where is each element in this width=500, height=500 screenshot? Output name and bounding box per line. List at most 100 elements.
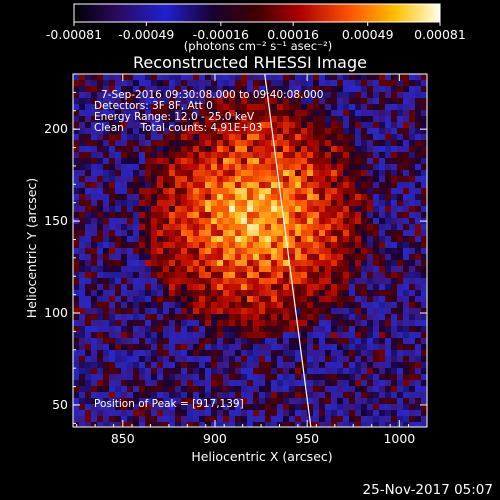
- heatmap-cell: [331, 212, 337, 218]
- heatmap-cell: [385, 326, 391, 332]
- heatmap-cell: [337, 152, 343, 158]
- heatmap-cell: [109, 200, 115, 206]
- heatmap-cell: [103, 230, 109, 236]
- heatmap-cell: [139, 254, 145, 260]
- heatmap-cell: [109, 368, 115, 374]
- heatmap-cell: [265, 308, 271, 314]
- heatmap-cell: [157, 86, 163, 92]
- heatmap-cell: [385, 416, 391, 422]
- heatmap-cell: [301, 410, 307, 416]
- heatmap-cell: [343, 98, 349, 104]
- heatmap-cell: [343, 374, 349, 380]
- heatmap-cell: [379, 158, 385, 164]
- heatmap-cell: [109, 398, 115, 404]
- heatmap-cell: [187, 158, 193, 164]
- heatmap-cell: [103, 350, 109, 356]
- heatmap-cell: [115, 314, 121, 320]
- heatmap-cell: [103, 404, 109, 410]
- heatmap-cell: [409, 404, 415, 410]
- heatmap-cell: [151, 188, 157, 194]
- heatmap-cell: [193, 308, 199, 314]
- heatmap-cell: [313, 152, 319, 158]
- heatmap-cell: [157, 290, 163, 296]
- heatmap-cell: [85, 242, 91, 248]
- heatmap-cell: [211, 368, 217, 374]
- heatmap-cell: [403, 248, 409, 254]
- heatmap-cell: [271, 122, 277, 128]
- heatmap-cell: [175, 242, 181, 248]
- heatmap-cell: [295, 410, 301, 416]
- heatmap-cell: [133, 122, 139, 128]
- heatmap-cell: [391, 230, 397, 236]
- heatmap-cell: [85, 260, 91, 266]
- heatmap-cell: [133, 98, 139, 104]
- heatmap-cell: [97, 164, 103, 170]
- heatmap-cell: [385, 362, 391, 368]
- heatmap-cell: [343, 254, 349, 260]
- heatmap-cell: [379, 212, 385, 218]
- heatmap-cell: [121, 200, 127, 206]
- heatmap-cell: [151, 140, 157, 146]
- heatmap-cell: [217, 374, 223, 380]
- heatmap-cell: [151, 404, 157, 410]
- heatmap-cell: [211, 374, 217, 380]
- heatmap-cell: [301, 200, 307, 206]
- heatmap-cell: [97, 170, 103, 176]
- heatmap-cell: [421, 164, 427, 170]
- heatmap-cell: [193, 176, 199, 182]
- heatmap-cell: [253, 98, 259, 104]
- heatmap-cell: [73, 320, 79, 326]
- heatmap-cell: [301, 248, 307, 254]
- heatmap-cell: [415, 332, 421, 338]
- heatmap-cell: [151, 134, 157, 140]
- heatmap-cell: [415, 398, 421, 404]
- heatmap-cell: [253, 398, 259, 404]
- colorbar-tick-label: -0.00016: [193, 27, 249, 42]
- heatmap-cell: [277, 296, 283, 302]
- heatmap-cell: [73, 146, 79, 152]
- heatmap-cell: [217, 206, 223, 212]
- heatmap-cell: [157, 260, 163, 266]
- heatmap-cell: [331, 92, 337, 98]
- heatmap-cell: [73, 98, 79, 104]
- heatmap-cell: [415, 236, 421, 242]
- heatmap-cell: [403, 350, 409, 356]
- heatmap-cell: [211, 392, 217, 398]
- heatmap-cell: [193, 356, 199, 362]
- heatmap-cell: [151, 332, 157, 338]
- heatmap-cell: [127, 284, 133, 290]
- heatmap-cell: [199, 248, 205, 254]
- heatmap-cell: [79, 308, 85, 314]
- heatmap-cell: [109, 182, 115, 188]
- heatmap-cell: [169, 344, 175, 350]
- heatmap-cell: [223, 230, 229, 236]
- heatmap-cell: [97, 392, 103, 398]
- heatmap-cell: [289, 224, 295, 230]
- heatmap-cell: [307, 296, 313, 302]
- heatmap-cell: [193, 380, 199, 386]
- heatmap-cell: [121, 416, 127, 422]
- heatmap-cell: [91, 374, 97, 380]
- heatmap-cell: [103, 236, 109, 242]
- heatmap-cell: [379, 230, 385, 236]
- heatmap-cell: [91, 224, 97, 230]
- heatmap-cell: [103, 344, 109, 350]
- heatmap-cell: [97, 104, 103, 110]
- heatmap-cell: [199, 164, 205, 170]
- heatmap-cell: [313, 164, 319, 170]
- heatmap-cell: [79, 374, 85, 380]
- heatmap-cell: [139, 206, 145, 212]
- heatmap-cell: [151, 410, 157, 416]
- heatmap-cell: [181, 380, 187, 386]
- heatmap-cell: [367, 248, 373, 254]
- heatmap-cell: [211, 302, 217, 308]
- heatmap-cell: [409, 314, 415, 320]
- heatmap-cell: [163, 98, 169, 104]
- heatmap-cell: [229, 338, 235, 344]
- heatmap-cell: [241, 128, 247, 134]
- heatmap-cell: [175, 140, 181, 146]
- heatmap-cell: [331, 170, 337, 176]
- heatmap-cell: [115, 86, 121, 92]
- heatmap-cell: [349, 134, 355, 140]
- heatmap-cell: [373, 104, 379, 110]
